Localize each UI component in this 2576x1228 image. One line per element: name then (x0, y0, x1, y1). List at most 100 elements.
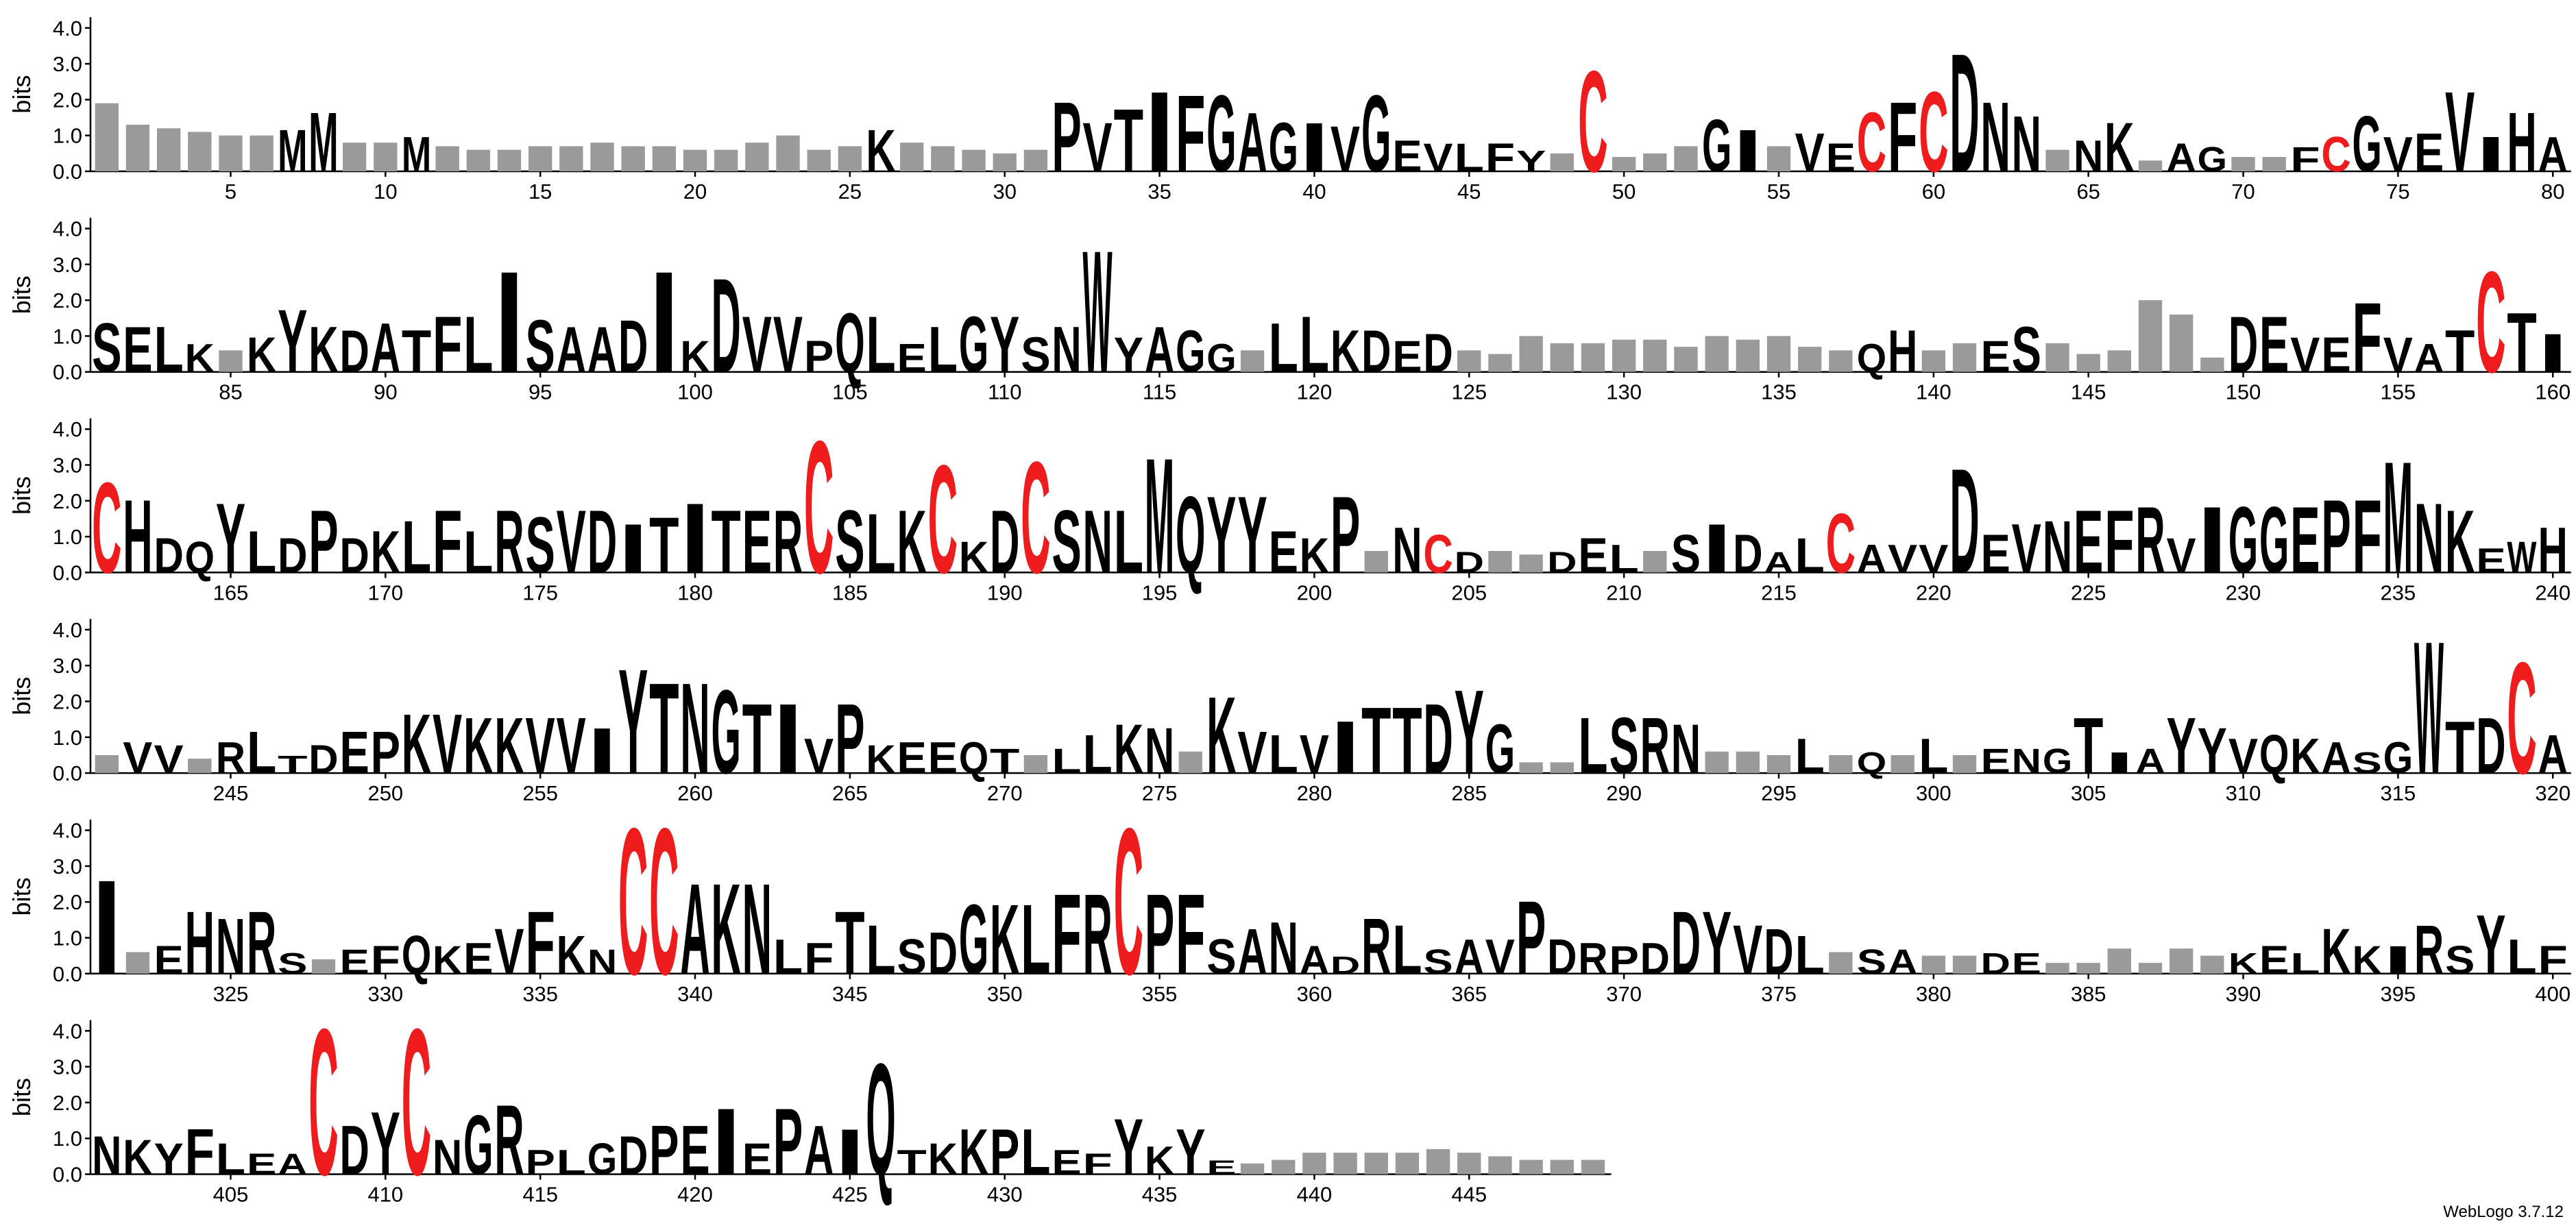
letter: P (525, 1143, 555, 1182)
letter: G (2198, 140, 2227, 179)
minor-stack (2262, 157, 2286, 171)
letter: V (2383, 327, 2413, 382)
letter: N (2012, 741, 2041, 781)
letter: Y (1702, 893, 1731, 993)
letter: K (185, 336, 215, 381)
minor-stack (2170, 315, 2194, 372)
minor-stack (466, 149, 491, 171)
y-axis-label: bits (8, 75, 36, 114)
letter: I (1330, 705, 1360, 789)
letter: M (278, 118, 307, 184)
letter: G (2228, 488, 2258, 593)
letter: M (2383, 429, 2413, 606)
letter: Q (185, 532, 215, 582)
letter: F (1083, 1148, 1113, 1181)
letter: V (525, 701, 555, 790)
x-tick-label: 165 (213, 580, 249, 604)
letter: I (2476, 126, 2505, 182)
minor-stack (683, 149, 707, 171)
x-tick-label: 115 (1143, 380, 1176, 404)
x-tick-label: 40 (1302, 180, 1326, 204)
x-tick-label: 50 (1612, 180, 1636, 204)
letter: D (712, 251, 741, 401)
minor-stack (1488, 551, 1512, 573)
letter: S (278, 946, 307, 980)
letter: G (1206, 73, 1236, 195)
letter: K (959, 1116, 988, 1188)
letter: D (928, 920, 958, 987)
letter: I (773, 683, 803, 794)
minor-stack (156, 128, 181, 171)
letter: D (587, 491, 617, 592)
minor-stack (95, 754, 119, 774)
letter: E (1052, 1143, 1081, 1182)
letter: S (2012, 315, 2041, 386)
minor-stack (1705, 336, 1729, 372)
letter: W (2414, 602, 2444, 813)
letter: C (2476, 241, 2505, 402)
y-tick-label: 0.0 (53, 962, 82, 986)
letter: C (1114, 785, 1143, 1018)
minor-stack (374, 143, 398, 171)
x-tick-label: 310 (2226, 781, 2261, 805)
minor-stack (1581, 1159, 1605, 1175)
x-tick-label: 300 (1916, 781, 1952, 805)
minor-stack (1519, 554, 1543, 573)
letter: I (494, 242, 524, 403)
x-tick-label: 135 (1761, 380, 1797, 404)
letter: N (1980, 81, 2010, 193)
minor-stack (1426, 1149, 1450, 1175)
letter: Q (835, 296, 864, 391)
letter: Q (402, 924, 431, 985)
x-tick-label: 295 (1761, 781, 1797, 805)
y-tick-label: 2.0 (53, 690, 82, 714)
letter: D (1423, 683, 1453, 794)
letter: E (1980, 524, 2010, 585)
letter: L (463, 301, 493, 389)
letter: C (2321, 127, 2350, 183)
letter: V (1888, 537, 1917, 581)
letter: C (402, 985, 431, 1218)
letter: E (1206, 1156, 1236, 1179)
letter: D (2476, 701, 2505, 791)
x-tick-label: 15 (528, 180, 552, 204)
y-tick-label: 4.0 (53, 819, 82, 843)
letter: G (2383, 733, 2413, 783)
y-tick-label: 2.0 (53, 890, 82, 914)
letter: L (216, 1134, 245, 1184)
minor-stack (621, 146, 645, 171)
letter: A (1237, 915, 1267, 987)
letter: I (712, 1090, 741, 1195)
x-tick-label: 5 (225, 180, 236, 204)
minor-stack (219, 135, 243, 171)
letter: R (216, 733, 245, 783)
minor-stack (342, 143, 367, 171)
minor-stack (807, 149, 831, 171)
letter: G (2259, 488, 2289, 593)
letter: K (1206, 674, 1236, 797)
letter: D (1455, 546, 1484, 579)
letter: H (185, 893, 215, 994)
letter: E (2414, 123, 2444, 184)
letter: P (371, 720, 400, 786)
letter: R (494, 1083, 524, 1195)
letter: L (1269, 309, 1298, 387)
letter: C (1578, 41, 1607, 202)
letter: L (1083, 724, 1113, 785)
y-axis-label: bits (8, 275, 36, 314)
x-tick-label: 100 (677, 380, 713, 404)
x-tick-label: 375 (1761, 982, 1797, 1006)
letter: D (2228, 299, 2258, 389)
minor-stack (776, 135, 800, 171)
minor-stack (1736, 751, 1760, 774)
letter: C (804, 402, 834, 613)
letter: T (2507, 296, 2536, 390)
letter: L (2507, 929, 2536, 985)
letter: F (185, 1116, 215, 1188)
x-tick-label: 415 (522, 1183, 558, 1207)
letter: A (804, 1111, 834, 1189)
letter: Y (1237, 474, 1267, 595)
x-tick-label: 180 (677, 580, 713, 604)
x-tick-label: 425 (832, 1183, 868, 1207)
